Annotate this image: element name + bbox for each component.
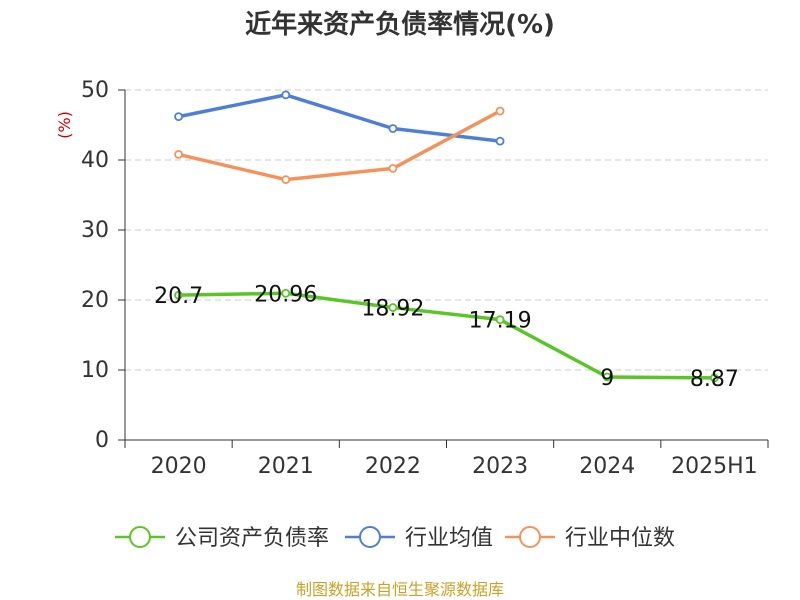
legend-marker [129,526,151,548]
data-point [602,372,612,382]
x-tick-label: 2023 [472,454,528,479]
data-point [174,290,183,300]
data-point [281,90,291,100]
data-point [710,373,719,383]
legend-marker [359,526,381,548]
legend-marker [519,526,541,548]
data-point [281,288,291,298]
data-point [388,163,398,173]
data-point [388,124,398,133]
data-label: 17.19 [469,309,532,334]
y-tick-label: 20 [81,288,109,313]
legend: 公司资产负债率 行业均值 行业中位数 [115,526,675,551]
series-1: 20.7 20.96 18.92 17.19 9 8.87 [154,282,739,392]
series-line [178,93,501,143]
legend-label: 行业均值 [405,526,493,551]
x-tick-label: 2025H1 [671,454,758,479]
x-tick-label: 2020 [151,454,207,479]
grid-lines [125,89,768,371]
y-tick-label: 40 [81,148,109,173]
data-label: 20.96 [254,282,317,307]
source-note: 制图数据来自恒生聚源数据库 [296,580,504,599]
data-label: 8.87 [690,367,739,392]
legend-label: 行业中位数 [565,526,675,551]
data-point [495,106,505,116]
data-point [174,149,183,159]
data-point [388,303,398,312]
series-2 [174,90,505,146]
data-point [174,112,183,121]
data-point [495,136,505,146]
data-point [281,175,291,185]
legend-item-2: 行业均值 [345,526,493,551]
data-label: 18.92 [361,297,424,322]
series-line [178,291,715,380]
axes: 0 10 20 30 40 50 2020 2021 2022 2023 2024 2025H1 [81,78,769,479]
y-tick-label: 0 [95,428,109,453]
x-tick-label: 2021 [258,454,314,479]
series-lines: 20.7 20.96 18.92 17.19 9 8.87 [154,90,739,392]
legend-item-3: 行业中位数 [505,526,675,551]
series-line [178,109,501,182]
y-tick-label: 30 [81,218,109,243]
series-3 [174,106,505,185]
legend-item-1: 公司资产负债率 [115,526,329,551]
data-label: 9 [600,366,614,391]
x-tick-label: 2022 [365,454,421,479]
data-label: 20.7 [154,284,203,309]
y-axis-unit-label: (%) [55,111,74,139]
x-tick-label: 2024 [579,454,635,479]
chart-title: 近年来资产负债率情况(%) [245,9,555,40]
y-tick-label: 10 [81,358,109,383]
y-tick-label: 50 [81,78,109,103]
data-point [495,315,505,325]
legend-label: 公司资产负债率 [175,526,329,551]
